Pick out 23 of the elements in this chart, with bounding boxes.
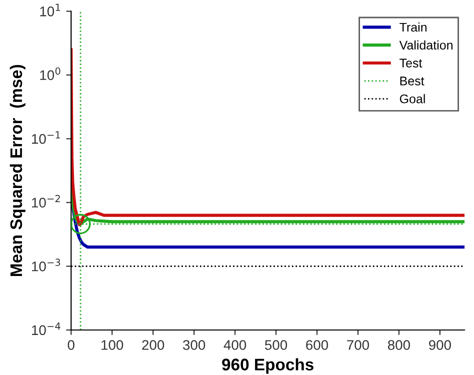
legend-label: Best	[400, 76, 424, 86]
y-tick-label: 10$^{1}$	[40, 4, 60, 16]
y-tick-label: 10$^{−4}$	[32, 322, 60, 336]
x-tick-label: 300	[182, 340, 206, 350]
x-tick-label: 600	[306, 340, 328, 350]
legend-label: Validation	[399, 40, 452, 50]
x-tick-label: 400	[224, 340, 246, 350]
y-axis-title: Mean Squared Error (mse)	[10, 64, 26, 276]
x-tick-label: 0	[68, 340, 74, 350]
x-tick-label: 500	[264, 340, 288, 350]
y-tick-label: 10$^{−1}$	[32, 131, 60, 144]
y-tick-label: 10$^{−2}$	[32, 194, 60, 208]
legend-label: Goal	[400, 94, 425, 104]
x-tick-label: 700	[347, 340, 370, 350]
x-tick-label: 200	[142, 340, 164, 350]
legend-label: Train	[400, 22, 426, 32]
y-tick-label: 10$^{−3}$	[32, 258, 60, 272]
y-tick-label: 10$^{0}$	[40, 67, 60, 80]
legend-label: Test	[400, 58, 422, 68]
x-tick-label: 900	[428, 340, 451, 350]
x-axis-title: 960 Epochs	[222, 358, 314, 374]
x-tick-label: 100	[102, 340, 124, 350]
x-tick-label: 800	[388, 340, 410, 350]
